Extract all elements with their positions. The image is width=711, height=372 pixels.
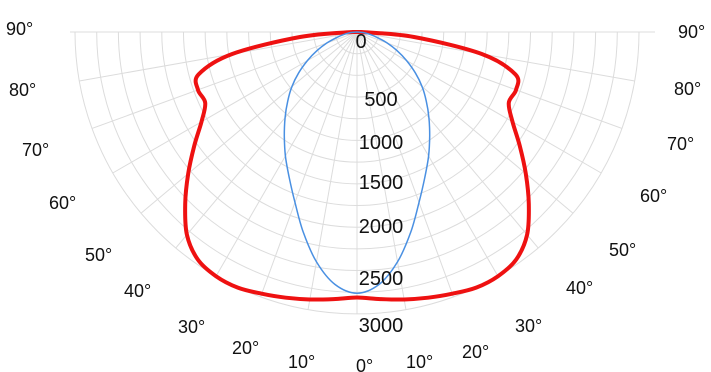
grid-spoke — [112, 31, 358, 174]
grid-spoke — [79, 31, 358, 82]
angle-tick-label: 30° — [515, 316, 542, 336]
angle-tick-label: 50° — [609, 240, 636, 260]
angle-tick-label: 40° — [124, 281, 151, 301]
angle-tick-label: 20° — [462, 342, 489, 362]
angle-tick-label: 10° — [406, 352, 433, 372]
angle-tick-label: 60° — [640, 186, 667, 206]
grid-spoke — [356, 31, 623, 129]
angle-tick-label: 80° — [9, 80, 36, 100]
angle-tick-label: 90° — [6, 19, 33, 39]
grid-spoke — [356, 31, 574, 214]
radial-tick-label: 1000 — [359, 132, 404, 154]
radial-tick-label: 0 — [355, 31, 366, 53]
angle-tick-label: 50° — [85, 245, 112, 265]
grid — [70, 31, 655, 315]
grid-spoke — [356, 31, 407, 310]
series-1 — [283, 31, 431, 294]
series-layer — [183, 30, 531, 302]
grid-spoke — [356, 31, 454, 298]
series-1-curve — [283, 31, 431, 294]
radial-tick-label: 2500 — [359, 268, 404, 290]
radial-tick-label: 500 — [364, 89, 397, 111]
radial-tick-labels: 0 500 1000 1500 2000 2500 3000 — [355, 31, 403, 337]
grid-spoke — [356, 31, 635, 82]
angle-tick-label: 40° — [566, 278, 593, 298]
angle-tick-label: 30° — [178, 317, 205, 337]
grid-spoke — [356, 31, 539, 249]
angle-tick-label: 10° — [288, 352, 315, 372]
grid-spoke — [356, 31, 602, 174]
grid-spoke — [260, 31, 358, 298]
grid-spoke — [140, 31, 358, 214]
grid-spoke — [356, 31, 499, 277]
angle-tick-label: 90° — [678, 22, 705, 42]
radial-tick-label: 1500 — [359, 172, 404, 194]
radial-tick-label: 3000 — [359, 315, 404, 337]
angle-tick-labels: 0° 10° 10° 20° 20° 30° 30° 40° 40° 50° 50° 60° 60° 70… — [6, 19, 705, 372]
grid-spoke — [215, 31, 358, 277]
grid-spoke — [307, 31, 358, 310]
angle-tick-label: 60° — [49, 193, 76, 213]
radial-tick-label: 2000 — [359, 216, 404, 238]
angle-tick-label: 70° — [667, 134, 694, 154]
angle-tick-label: 70° — [22, 140, 49, 160]
grid-spoke — [175, 31, 358, 249]
series-0-curve — [183, 30, 531, 302]
angle-tick-label: 0° — [356, 356, 373, 372]
series-0 — [183, 30, 531, 302]
angle-tick-label: 20° — [232, 338, 259, 358]
angle-tick-label: 80° — [674, 79, 701, 99]
grid-spoke — [91, 31, 358, 129]
